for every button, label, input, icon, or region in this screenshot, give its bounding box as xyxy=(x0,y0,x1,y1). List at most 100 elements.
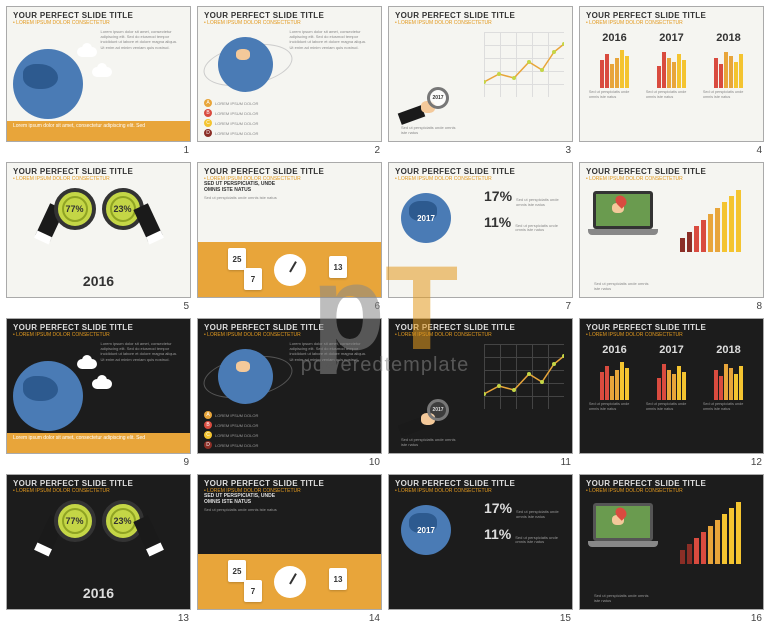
slide-title: YOUR PERFECT SLIDE TITLE xyxy=(580,319,763,332)
body-text: Lorem ipsum dolor sit amet, consectetur … xyxy=(95,339,187,364)
slide-number: 7 xyxy=(565,301,571,312)
bar-group xyxy=(657,360,686,400)
badge-item: CLOREM IPSUM DOLOR xyxy=(204,119,258,127)
slide-title: YOUR PERFECT SLIDE TITLE xyxy=(198,7,381,20)
slide-cell[interactable]: YOUR PERFECT SLIDE TITLE• LOREM IPSUM DO… xyxy=(388,162,573,312)
slide-number: 15 xyxy=(560,613,571,624)
slide-cell[interactable]: YOUR PERFECT SLIDE TITLE• LOREM IPSUM DO… xyxy=(197,162,382,312)
slide-subtitle: • LOREM IPSUM DOLOR CONSECTETUR xyxy=(7,488,190,496)
slide-cell[interactable]: YOUR PERFECT SLIDE TITLE• LOREM IPSUM DO… xyxy=(579,6,764,156)
slide-cell[interactable]: YOUR PERFECT SLIDE TITLE• LOREM IPSUM DO… xyxy=(579,474,764,624)
slide-title: YOUR PERFECT SLIDE TITLE xyxy=(7,7,190,20)
slide-cell[interactable]: YOUR PERFECT SLIDE TITLE• LOREM IPSUM DO… xyxy=(6,162,191,312)
clock-icon xyxy=(274,254,306,286)
slide-number: 2 xyxy=(374,145,380,156)
bar-group xyxy=(600,48,629,88)
orange-band: 25713 xyxy=(198,554,381,609)
slide-number: 14 xyxy=(369,613,380,624)
slide-number: 12 xyxy=(751,457,762,468)
footer-bar: Lorem ipsum dolor sit amet, consectetur … xyxy=(7,121,190,141)
badge-list: ALOREM IPSUM DOLOR BLOREM IPSUM DOLOR CLOR… xyxy=(204,99,258,137)
bar-chart-row xyxy=(580,360,763,400)
slide-title: YOUR PERFECT SLIDE TITLE xyxy=(7,475,190,488)
slide-subtitle: • LOREM IPSUM DOLOR CONSECTETUR xyxy=(580,332,763,340)
slide-cell[interactable]: YOUR PERFECT SLIDE TITLE• LOREM IPSUM DO… xyxy=(388,474,573,624)
stat-row: 11%Sed ut perspiciatis unde omnis iste n… xyxy=(484,214,564,234)
slide-subtitle: • LOREM IPSUM DOLOR CONSECTETUR xyxy=(389,488,572,496)
heading-text: SED UT PERSPICIATIS, UNDE OMNIS ISTE NAT… xyxy=(204,493,281,533)
calendar-icon: 7 xyxy=(244,268,262,290)
body-text: Lorem ipsum dolor sit amet, consectetur … xyxy=(284,27,376,52)
slide-subtitle: • LOREM IPSUM DOLOR CONSECTETUR xyxy=(580,488,763,496)
slide-number: 9 xyxy=(183,457,189,468)
year-label: 2016 xyxy=(602,344,626,356)
slide-number: 11 xyxy=(561,457,571,468)
badge-item: ALOREM IPSUM DOLOR xyxy=(204,411,258,419)
binoculars-icon: 77%23% xyxy=(54,500,144,542)
year-label: 2016 xyxy=(602,32,626,44)
slide-number: 6 xyxy=(374,301,380,312)
slide-cell[interactable]: YOUR PERFECT SLIDE TITLE• LOREM IPSUM DO… xyxy=(579,162,764,312)
slide-cell[interactable]: YOUR PERFECT SLIDE TITLE• LOREM IPSUM DO… xyxy=(197,474,382,624)
slide-cell[interactable]: YOUR PERFECT SLIDE TITLE• LOREM IPSUM DO… xyxy=(6,6,191,156)
badge-item: DLOREM IPSUM DOLOR xyxy=(204,129,258,137)
cloud-icon xyxy=(92,67,112,77)
stats-block: 17%Sed ut perspiciatis unde omnis iste n… xyxy=(484,188,564,239)
slide-cell[interactable]: YOUR PERFECT SLIDE TITLE• LOREM IPSUM DO… xyxy=(197,318,382,468)
slide-number: 4 xyxy=(756,145,762,156)
globe-icon xyxy=(218,37,273,92)
orange-band: 25713 xyxy=(198,242,381,297)
hand-icon xyxy=(236,49,250,60)
bar-chart xyxy=(680,499,755,564)
calendar-icon: 13 xyxy=(329,568,347,590)
year-label: 2018 xyxy=(716,32,740,44)
caption-row: Sed ut perspiciatis unde omnis iste natu… xyxy=(580,400,763,413)
slide-cell[interactable]: YOUR PERFECT SLIDE TITLE• LOREM IPSUM DO… xyxy=(388,318,573,468)
bar-group xyxy=(600,360,629,400)
slide-cell[interactable]: YOUR PERFECT SLIDE TITLE• LOREM IPSUM DO… xyxy=(579,318,764,468)
globe-icon xyxy=(13,49,83,119)
bar-group xyxy=(714,360,743,400)
caption: Sed ut perspiciatis unde omnis iste natu… xyxy=(588,279,661,293)
slide-cell[interactable]: YOUR PERFECT SLIDE TITLE• LOREM IPSUM DO… xyxy=(388,6,573,156)
hand-magnifier: 2017 xyxy=(399,96,444,121)
slide-number: 13 xyxy=(178,613,189,624)
bar-chart-row xyxy=(580,48,763,88)
badge-list: ALOREM IPSUM DOLORBLOREM IPSUM DOLORCLOR… xyxy=(204,411,258,449)
slide-cell[interactable]: YOUR PERFECT SLIDE TITLE• LOREM IPSUM DO… xyxy=(6,318,191,468)
globe-year: 2017 xyxy=(401,193,451,243)
year-label: 2017 xyxy=(659,344,683,356)
year-row: 2016 2017 2018 xyxy=(580,340,763,360)
slide-cell[interactable]: YOUR PERFECT SLIDE TITLE• LOREM IPSUM DO… xyxy=(197,6,382,156)
laptop-icon xyxy=(588,503,658,551)
slide-number: 3 xyxy=(565,145,571,156)
slide-number: 8 xyxy=(756,301,762,312)
slide-number: 16 xyxy=(751,613,762,624)
slide-subtitle: • LOREM IPSUM DOLOR CONSECTETUR xyxy=(389,332,572,340)
slide-cell[interactable]: YOUR PERFECT SLIDE TITLE• LOREM IPSUM DO… xyxy=(6,474,191,624)
year-label: 2016 xyxy=(83,273,114,289)
badge-item: ALOREM IPSUM DOLOR xyxy=(204,99,258,107)
stat-row: 11%Sed ut perspiciatis unde omnis iste n… xyxy=(484,526,564,546)
cloud-icon xyxy=(92,379,112,389)
left-eye: 77% xyxy=(54,188,96,230)
slide-title: YOUR PERFECT SLIDE TITLE xyxy=(7,163,190,176)
bar-group xyxy=(657,48,686,88)
stat-row: 17%Sed ut perspiciatis unde omnis iste n… xyxy=(484,500,564,520)
slide-title: YOUR PERFECT SLIDE TITLE xyxy=(580,163,763,176)
line-chart xyxy=(484,344,564,409)
slide-title: YOUR PERFECT SLIDE TITLE xyxy=(389,7,572,20)
year-label: 2016 xyxy=(83,585,114,601)
binoculars-icon: 77%23% xyxy=(54,188,144,230)
badge-item: BLOREM IPSUM DOLOR xyxy=(204,109,258,117)
caption: Sed ut perspiciatis unde omnis iste natu… xyxy=(588,591,661,605)
slide-subtitle: • LOREM IPSUM DOLOR CONSECTETUR xyxy=(580,176,763,184)
calendar-icon: 25 xyxy=(228,560,246,582)
laptop-icon xyxy=(588,191,658,239)
body-text: Lorem ipsum dolor sit amet, consectetur … xyxy=(95,27,187,52)
bar-chart xyxy=(680,187,755,252)
magnifier-lens: 2017 xyxy=(427,87,449,109)
slide-title: YOUR PERFECT SLIDE TITLE xyxy=(580,475,763,488)
year-label: 2018 xyxy=(716,344,740,356)
stat-row: 17%Sed ut perspiciatis unde omnis iste n… xyxy=(484,188,564,208)
